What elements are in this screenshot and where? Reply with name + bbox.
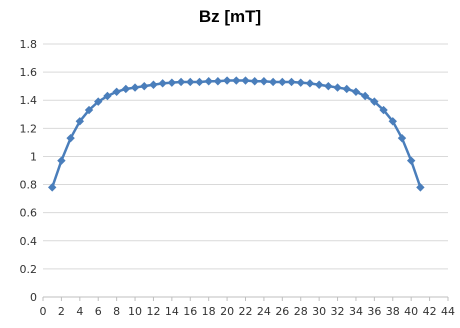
x-tick-label: 16 bbox=[183, 305, 197, 318]
data-point bbox=[324, 81, 333, 91]
grid-lines bbox=[43, 43, 448, 270]
x-tick-label: 0 bbox=[40, 305, 47, 318]
data-point bbox=[222, 76, 232, 85]
x-tick-label: 40 bbox=[404, 305, 418, 318]
x-tick-label: 4 bbox=[76, 305, 83, 318]
data-point bbox=[103, 91, 112, 101]
x-tick-label: 2 bbox=[58, 305, 65, 318]
x-tick-label: 22 bbox=[239, 305, 253, 318]
data-point bbox=[195, 77, 204, 87]
y-tick-label: 1.2 bbox=[20, 122, 38, 135]
x-tick-label: 42 bbox=[423, 305, 437, 318]
y-tick-label: 0 bbox=[30, 291, 37, 304]
x-tick-label: 14 bbox=[165, 305, 179, 318]
data-point bbox=[121, 84, 131, 94]
x-tick-label: 10 bbox=[128, 305, 142, 318]
data-point bbox=[397, 133, 407, 143]
data-point bbox=[314, 80, 324, 89]
data-point bbox=[342, 84, 351, 94]
y-tick-label: 0.4 bbox=[20, 235, 38, 248]
data-point bbox=[287, 77, 296, 87]
x-tick-label: 24 bbox=[257, 305, 271, 318]
data-point bbox=[360, 91, 370, 101]
y-tick-label: 0.8 bbox=[20, 179, 38, 192]
y-tick-label: 1 bbox=[30, 150, 37, 163]
x-tick-label: 34 bbox=[349, 305, 363, 318]
x-tick-label: 18 bbox=[202, 305, 216, 318]
data-point bbox=[232, 76, 241, 85]
y-tick-label: 0.2 bbox=[20, 263, 38, 276]
data-point bbox=[84, 105, 94, 115]
data-point bbox=[204, 77, 213, 86]
data-point bbox=[250, 77, 259, 86]
x-tick-label: 6 bbox=[95, 305, 102, 318]
data-point bbox=[158, 79, 167, 88]
y-axis-ticks: 0 0.2 0.4 0.6 0.8 1 1.2 1.4 1.6 1.8 bbox=[20, 38, 38, 304]
x-tick-label: 32 bbox=[331, 305, 345, 318]
x-tick-label: 20 bbox=[220, 305, 234, 318]
data-point bbox=[305, 79, 315, 88]
series-bz bbox=[48, 76, 425, 192]
x-tick-label: 12 bbox=[146, 305, 160, 318]
data-point bbox=[379, 105, 388, 115]
data-point bbox=[388, 117, 397, 126]
x-tick-label: 44 bbox=[441, 305, 455, 318]
data-point bbox=[130, 83, 140, 92]
axes bbox=[42, 296, 449, 301]
y-tick-label: 1.6 bbox=[20, 66, 38, 79]
x-tick-label: 36 bbox=[367, 305, 381, 318]
data-point bbox=[351, 87, 361, 96]
data-point bbox=[167, 78, 177, 87]
data-point bbox=[186, 77, 195, 87]
x-tick-label: 26 bbox=[275, 305, 289, 318]
x-tick-label: 28 bbox=[294, 305, 308, 318]
x-tick-label: 38 bbox=[386, 305, 400, 318]
data-point bbox=[333, 83, 342, 92]
data-point bbox=[176, 77, 186, 87]
data-point bbox=[149, 80, 158, 89]
data-point bbox=[112, 87, 121, 96]
x-tick-label: 30 bbox=[312, 305, 326, 318]
data-point bbox=[213, 77, 223, 86]
data-point bbox=[75, 117, 85, 126]
data-point bbox=[278, 77, 287, 87]
chart-title: Bz [mT] bbox=[199, 7, 261, 26]
data-point bbox=[94, 97, 103, 106]
data-point bbox=[416, 183, 425, 192]
y-tick-label: 0.6 bbox=[20, 207, 38, 220]
y-tick-label: 1.4 bbox=[20, 94, 38, 107]
data-point bbox=[268, 77, 278, 87]
data-point bbox=[241, 76, 250, 85]
data-point bbox=[57, 156, 66, 165]
data-point bbox=[140, 81, 149, 91]
y-tick-label: 1.8 bbox=[20, 38, 38, 51]
data-point bbox=[48, 183, 57, 192]
x-axis-ticks: 0 2 4 6 8 10 12 14 16 18 20 22 24 26 28 30 32 34 36 38 40 42 4… bbox=[40, 305, 456, 318]
data-point bbox=[66, 133, 75, 143]
data-point bbox=[370, 97, 379, 106]
x-tick-label: 8 bbox=[113, 305, 120, 318]
data-point bbox=[406, 156, 416, 165]
data-point bbox=[259, 77, 269, 86]
data-point bbox=[296, 78, 305, 87]
